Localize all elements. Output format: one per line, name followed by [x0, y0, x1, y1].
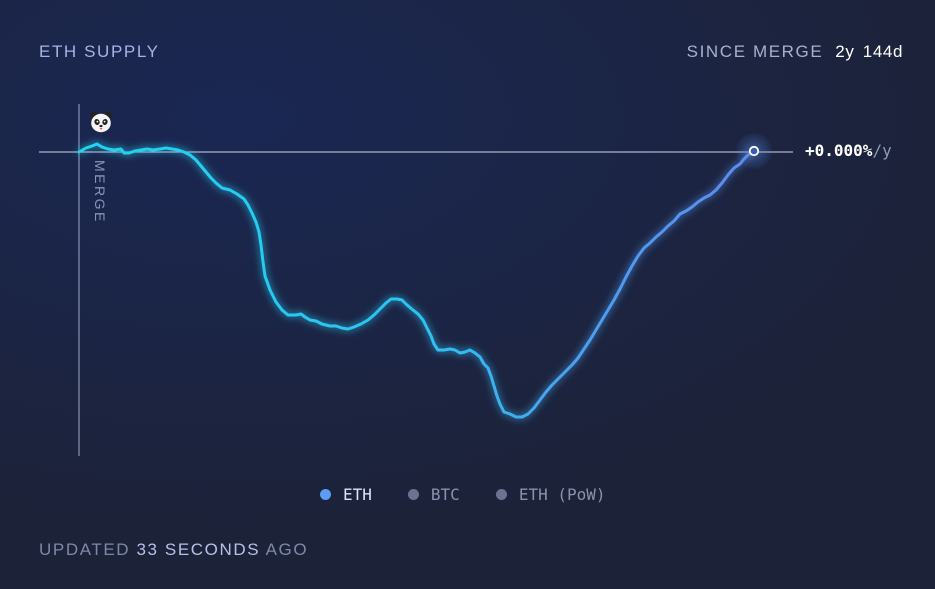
updated-status: UPDATED 33 SECONDS AGO [39, 540, 308, 560]
current-rate-unit: /y [872, 141, 892, 160]
updated-prefix: UPDATED [39, 540, 131, 559]
eth-supply-line[interactable] [77, 142, 756, 419]
chart-legend: ETH BTC ETH (PoW) [320, 485, 606, 504]
current-point-marker[interactable] [748, 145, 760, 157]
legend-label-eth: ETH [343, 485, 372, 504]
legend-label-btc: BTC [430, 485, 460, 504]
legend-item-btc[interactable]: BTC [407, 485, 460, 504]
legend-label-eth-pow: ETH (PoW) [518, 485, 606, 504]
since-merge-value: 2y 144d [835, 42, 903, 61]
merge-label: MERGE [92, 160, 108, 224]
eth-dot-icon [320, 489, 331, 500]
legend-item-eth[interactable]: ETH [320, 485, 372, 504]
legend-item-eth-pow[interactable]: ETH (PoW) [495, 485, 606, 504]
panda-icon [89, 110, 113, 134]
current-rate: +0.000%/y [805, 141, 892, 160]
since-merge: SINCE MERGE 2y 144d [687, 42, 903, 62]
since-merge-label: SINCE MERGE [686, 42, 824, 61]
chart-title: ETH SUPPLY [39, 42, 160, 61]
eth-pow-dot-icon [495, 489, 507, 500]
btc-dot-icon [407, 489, 419, 500]
updated-count: 33 SECONDS [136, 540, 261, 559]
current-rate-value: +0.000% [805, 141, 873, 160]
updated-suffix: AGO [265, 540, 309, 559]
